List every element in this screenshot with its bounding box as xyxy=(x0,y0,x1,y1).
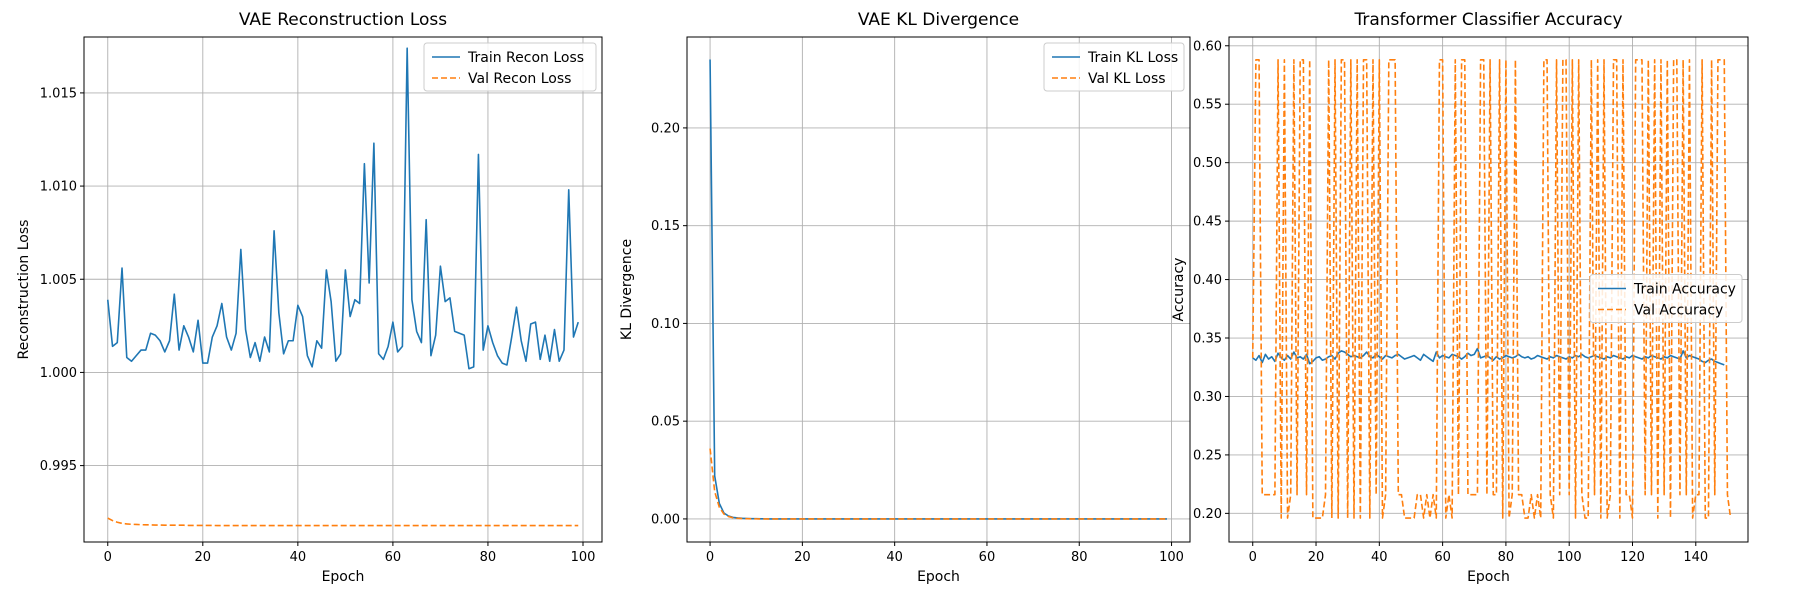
x-tick-label: 40 xyxy=(290,550,307,565)
y-tick-label: 0.15 xyxy=(651,219,680,234)
y-axis-label: Reconstruction Loss xyxy=(16,220,32,360)
x-tick-label: 0 xyxy=(1249,550,1257,565)
series-line-1 xyxy=(106,47,580,370)
x-tick-label: 60 xyxy=(979,550,996,565)
x-tick-label: 40 xyxy=(1371,550,1388,565)
series-line-1 xyxy=(709,59,1167,520)
y-tick-label: 0.55 xyxy=(1193,98,1222,113)
x-tick-label: 100 xyxy=(1159,550,1184,565)
x-tick-label: 20 xyxy=(1308,550,1325,565)
legend-entry: Train Accuracy xyxy=(1633,282,1736,298)
x-axis-label: Epoch xyxy=(917,569,960,585)
legend: Train Accuracy Val Accuracy xyxy=(1589,274,1743,323)
y-tick-label: 1.000 xyxy=(40,366,77,381)
legend-entry: Val KL Loss xyxy=(1088,71,1166,87)
x-tick-label: 0 xyxy=(104,550,112,565)
y-tick-label: 0.30 xyxy=(1193,390,1222,405)
x-tick-label: 80 xyxy=(1498,550,1515,565)
y-tick-label: 0.60 xyxy=(1193,39,1222,54)
x-axis-label: Epoch xyxy=(322,569,365,585)
x-tick-label: 0 xyxy=(706,550,714,565)
axes-frame xyxy=(83,36,603,543)
y-tick-label: 0.20 xyxy=(651,121,680,136)
legend: Train Recon Loss Val Recon Loss xyxy=(423,42,597,92)
y-tick-label: 1.015 xyxy=(40,86,77,101)
y-tick-label: 0.35 xyxy=(1193,332,1222,347)
legend-entry: Val Recon Loss xyxy=(468,71,571,87)
y-tick-label: 0.20 xyxy=(1193,507,1222,522)
y-tick-label: 0.25 xyxy=(1193,448,1222,463)
x-tick-label: 120 xyxy=(1620,550,1645,565)
x-axis-label: Epoch xyxy=(1467,569,1510,585)
y-axis-label: KL Divergence xyxy=(619,239,635,340)
x-tick-label: 140 xyxy=(1683,550,1708,565)
x-tick-label: 80 xyxy=(1071,550,1088,565)
x-tick-label: 20 xyxy=(195,550,212,565)
legend: Train KL Loss Val KL Loss xyxy=(1043,42,1185,92)
x-tick-label: 80 xyxy=(480,550,497,565)
y-axis-label: Accuracy xyxy=(1171,258,1187,322)
y-tick-label: 0.05 xyxy=(651,415,680,430)
axes-frame xyxy=(1228,36,1749,543)
x-tick-label: 40 xyxy=(886,550,903,565)
axes-frame xyxy=(686,36,1191,543)
chart-panel-2: 0 20 40 60 80 100 0.00 0.05 0.10 0.15 0.20 VAE KL D… xyxy=(619,10,1191,585)
legend-box xyxy=(423,42,597,92)
x-tick-label: 100 xyxy=(1557,550,1582,565)
x-tick-label: 60 xyxy=(385,550,402,565)
x-tick-label: 60 xyxy=(1434,550,1451,565)
y-tick-label: 0.45 xyxy=(1193,215,1222,230)
chart-panel-3: 0 20 40 60 80 100 120 140 0.20 0.25 0.30 0.35 0.40 0.… xyxy=(1171,10,1749,585)
chart-title: Transformer Classifier Accuracy xyxy=(1353,10,1622,30)
y-tick-label: 1.010 xyxy=(40,180,77,195)
y-tick-label: 0.00 xyxy=(651,512,680,527)
series-line-2 xyxy=(107,517,579,527)
series-line-2 xyxy=(709,448,1167,520)
y-tick-label: 1.005 xyxy=(40,273,77,288)
legend-box xyxy=(1589,274,1743,323)
legend-box xyxy=(1043,42,1185,92)
legend-entry: Train KL Loss xyxy=(1087,50,1178,66)
y-tick-label: 0.995 xyxy=(40,459,77,474)
series-line-2 xyxy=(1251,58,1732,519)
chart-title: VAE KL Divergence xyxy=(858,10,1019,30)
legend-entry: Train Recon Loss xyxy=(467,50,584,66)
y-tick-label: 0.10 xyxy=(651,317,680,332)
chart-panel-1: 0 20 40 60 80 100 0.995 1.000 1.005 1.010 1.015 VAE… xyxy=(16,10,603,585)
y-tick-label: 0.40 xyxy=(1193,273,1222,288)
y-tick-label: 0.50 xyxy=(1193,156,1222,171)
legend-entry: Val Accuracy xyxy=(1634,303,1723,319)
x-tick-label: 20 xyxy=(794,550,811,565)
chart-title: VAE Reconstruction Loss xyxy=(239,10,447,30)
x-tick-label: 100 xyxy=(571,550,596,565)
